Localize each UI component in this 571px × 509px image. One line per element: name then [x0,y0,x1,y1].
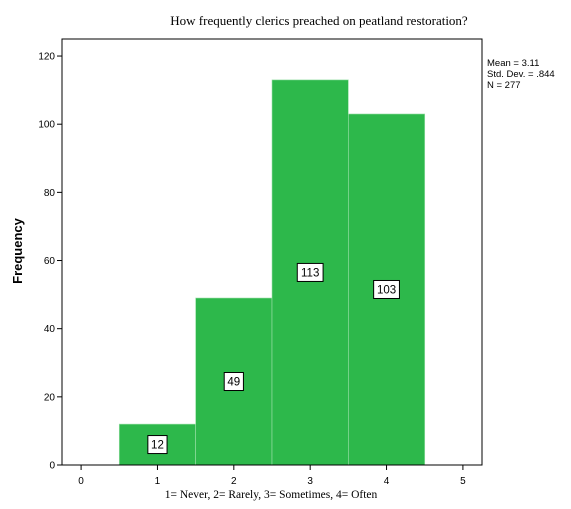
y-axis-label: Frequency [10,217,25,284]
y-tick-label: 120 [38,52,55,63]
data-label-box-4 [373,279,400,299]
stat-n: N = 277 [487,80,521,91]
y-tick-label: 0 [49,461,55,472]
x-tick-label: 5 [460,476,466,487]
x-tick-label: 3 [307,476,313,487]
data-label-3: 113 [301,267,319,279]
data-label-box-3 [296,262,324,282]
x-tick-label: 1 [155,476,161,487]
chart-title: How frequently clerics preached on peatl… [170,13,468,28]
data-label-1: 12 [151,440,164,452]
data-label-2: 49 [227,377,240,389]
bars-group [118,79,426,466]
y-tick-label: 80 [44,188,56,199]
data-label-box-1 [147,435,168,455]
x-tick-label: 2 [231,476,237,487]
x-axis: 0 1 2 3 4 5 [78,465,466,487]
data-label-4: 103 [377,284,396,296]
plot-frame [61,38,483,466]
y-tick-label: 40 [44,324,56,335]
y-tick-label: 20 [44,392,56,403]
x-tick-label: 0 [78,476,84,487]
x-tick-label: 4 [384,476,390,487]
stat-mean: Mean = 3.11 [487,58,539,69]
data-label-box-2 [223,372,244,392]
data-labels-group: 12 49 113 103 [147,262,400,455]
y-tick-label: 100 [38,120,55,131]
y-axis: 0 20 40 60 80 100 120 [38,52,62,472]
x-axis-label: 1= Never, 2= Rarely, 3= Sometimes, 4= Of… [165,489,378,501]
stat-std-dev: Std. Dev. = .844 [487,69,555,80]
y-tick-label: 60 [44,256,56,267]
